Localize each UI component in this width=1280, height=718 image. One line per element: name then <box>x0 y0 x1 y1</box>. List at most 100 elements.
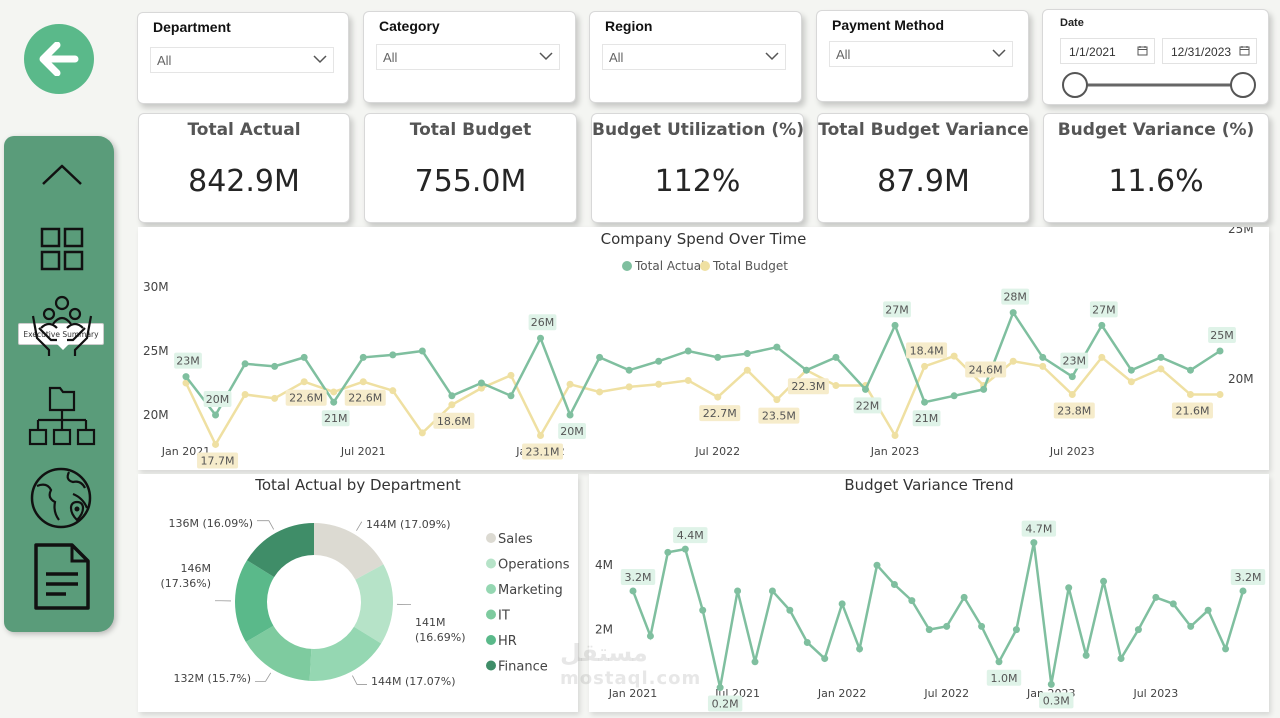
donut-leader-line <box>257 520 275 530</box>
region-dropdown-value: All <box>609 50 624 65</box>
data-label-variance: 3.2M <box>1230 568 1266 585</box>
data-label-actual: 21M <box>912 410 941 427</box>
chevron-down-icon <box>765 52 779 61</box>
document-icon <box>34 543 90 610</box>
y-axis-left-tick: 20M <box>143 408 169 422</box>
data-point-variance <box>978 622 986 630</box>
data-label-actual-text: 20M <box>560 425 584 438</box>
kpi-card-budget-variance-pct: Budget Variance (%) 11.6% <box>1043 113 1269 223</box>
series-line-actual <box>185 309 1221 419</box>
calendar-icon[interactable] <box>1239 45 1250 56</box>
data-point-variance <box>1117 655 1125 663</box>
nav-globe[interactable] <box>22 464 102 530</box>
data-label-variance-bg <box>620 568 656 585</box>
data-point-budget <box>537 431 545 439</box>
donut-slice-it <box>245 625 312 681</box>
chevron-down-icon <box>539 52 553 61</box>
data-label-actual: 23M <box>1060 352 1089 369</box>
donut-data-label: 144M (17.07%) <box>371 675 456 688</box>
legend-marker-actual <box>622 261 632 271</box>
legend-marker-sales <box>486 533 496 543</box>
payment-method-dropdown[interactable]: All <box>829 41 1013 67</box>
legend-marker-operations <box>486 558 496 569</box>
data-label-variance: 3.2M <box>620 568 656 585</box>
end-date-input[interactable]: 12/31/2023 <box>1162 38 1257 64</box>
payment-method-dropdown-value: All <box>836 47 851 62</box>
data-point-variance <box>646 632 654 640</box>
data-point-variance <box>1082 651 1090 659</box>
data-point-variance <box>786 606 794 614</box>
data-label-budget-bg <box>965 361 1007 378</box>
data-label-budget-bg <box>197 452 239 469</box>
globe-icon <box>30 467 92 529</box>
donut-slice-finance <box>246 523 314 578</box>
data-point-budget <box>832 382 840 390</box>
data-label-actual: 22M <box>853 397 882 414</box>
data-label-budget-bg <box>906 342 948 359</box>
data-point-variance <box>873 561 881 569</box>
range-end-handle[interactable] <box>1230 72 1256 98</box>
data-point-variance <box>1222 645 1230 653</box>
data-point-variance <box>629 587 637 595</box>
data-label-variance-bg <box>1039 692 1074 709</box>
kpi-card-budget-utilization: Budget Utilization (%) 112% <box>591 113 804 223</box>
data-point-budget <box>477 384 485 392</box>
nav-home[interactable] <box>22 162 102 192</box>
data-label-actual-bg <box>203 391 232 407</box>
data-label-variance-text: 3.2M <box>1235 571 1262 584</box>
category-dropdown[interactable]: All <box>376 44 560 70</box>
range-start-handle[interactable] <box>1062 72 1088 98</box>
data-label-actual-text: 25M <box>1210 329 1234 342</box>
variance-trend-panel: Budget Variance Trend 4M 2M Jan 2021 Jul 20… <box>589 474 1269 712</box>
x-axis-tick: Jan 2022 <box>817 687 866 700</box>
data-point-variance <box>1152 593 1160 601</box>
nav-team[interactable] <box>22 294 102 358</box>
region-slicer: Region All <box>589 11 802 103</box>
watermark-text: مستقل <box>560 639 648 667</box>
data-point-actual <box>950 392 958 400</box>
data-point-actual <box>655 357 663 365</box>
data-label-actual: 26M <box>528 314 557 331</box>
data-label-actual: 23M <box>174 352 202 369</box>
donut-leader-line <box>255 672 272 682</box>
data-label-actual-bg <box>1089 301 1118 318</box>
start-date-input[interactable]: 1/1/2021 <box>1060 38 1155 64</box>
data-point-budget <box>1068 391 1076 399</box>
data-point-variance <box>699 606 707 614</box>
nav-document[interactable] <box>22 542 102 612</box>
data-point-actual <box>625 366 633 374</box>
y-axis-tick: 2M <box>595 623 613 637</box>
back-button[interactable] <box>24 24 94 94</box>
nav-hierarchy[interactable] <box>22 384 102 450</box>
date-range-slider[interactable] <box>1061 70 1257 100</box>
donut-slice-sales <box>314 523 384 580</box>
data-label-actual-text: 23M <box>1063 355 1087 368</box>
region-dropdown[interactable]: All <box>602 44 786 70</box>
data-label-budget-text: 23.5M <box>762 410 796 423</box>
data-label-actual: 28M <box>1001 288 1030 305</box>
data-label-variance: 0.3M <box>1039 692 1074 709</box>
data-label-budget-text: 21.6M <box>1175 405 1209 418</box>
data-point-budget <box>300 378 308 386</box>
category-slicer-title: Category <box>379 18 440 34</box>
department-dropdown[interactable]: All <box>150 47 334 73</box>
x-axis-tick: Jul 2022 <box>923 687 969 700</box>
calendar-icon[interactable] <box>1137 45 1148 56</box>
nav-grid[interactable] <box>22 226 102 272</box>
legend-label-hr: HR <box>498 634 517 649</box>
legend-label-sales: Sales <box>498 532 533 547</box>
data-label-budget-bg <box>522 443 564 460</box>
data-point-actual <box>507 392 515 400</box>
data-point-actual <box>1157 353 1165 361</box>
data-point-actual <box>537 334 545 342</box>
legend-label-operations: Operations <box>498 558 570 573</box>
data-point-variance <box>821 655 829 663</box>
legend-label-finance: Finance <box>498 660 548 675</box>
data-point-actual <box>773 343 781 351</box>
chart-title: Total Actual by Department <box>255 476 461 494</box>
data-point-variance <box>1134 626 1142 634</box>
donut-data-label: 136M (16.09%) <box>168 517 253 530</box>
chevron-down-icon <box>313 55 327 64</box>
legend-marker-hr <box>486 635 496 645</box>
